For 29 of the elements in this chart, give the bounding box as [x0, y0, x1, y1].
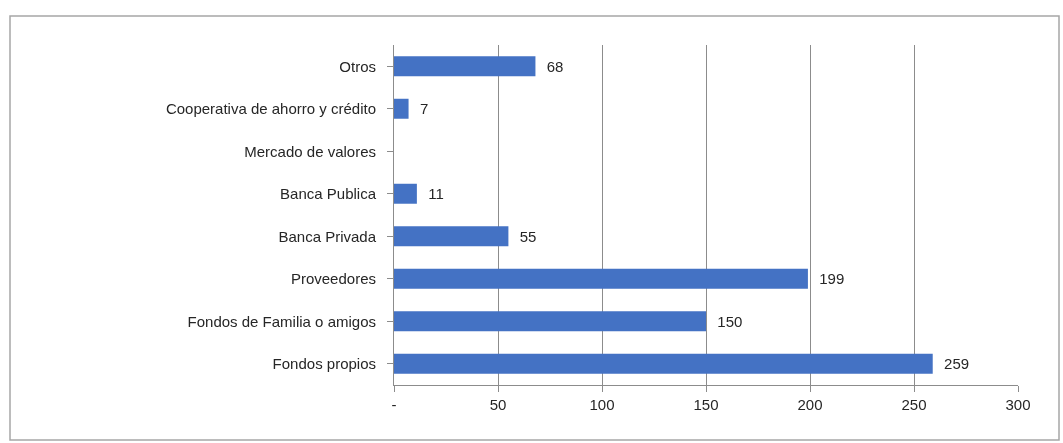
x-tick-label: -	[391, 396, 397, 413]
bar	[394, 353, 933, 374]
y-tick-label: Fondos de Familia o amigos	[187, 312, 376, 330]
bar	[394, 98, 409, 119]
x-tick-label: 150	[693, 396, 719, 413]
data-label: 150	[709, 312, 743, 330]
bar	[394, 268, 808, 289]
data-label: 11	[419, 185, 444, 203]
data-label: 259	[935, 355, 970, 373]
x-tick-label: 200	[797, 396, 823, 413]
data-label: 68	[538, 57, 564, 75]
x-tick-label: 250	[901, 396, 927, 413]
x-tick-label: 100	[589, 396, 615, 413]
data-label: 55	[511, 227, 537, 245]
y-tick-label: Proveedores	[290, 270, 376, 287]
bar	[394, 311, 706, 332]
bar	[394, 56, 536, 77]
bar	[394, 226, 509, 247]
data-label: 199	[810, 270, 845, 288]
y-tick-label: Otros	[339, 57, 376, 75]
x-tick-label: 300	[1005, 396, 1031, 413]
y-tick-label: Cooperativa de ahorro y crédito	[165, 100, 376, 117]
y-tick-label: Mercado de valores	[244, 142, 376, 160]
bar	[394, 183, 417, 204]
y-tick-label: Fondos propios	[272, 355, 376, 372]
y-tick-label: Banca Publica	[280, 185, 377, 202]
x-tick-label: 50	[489, 396, 507, 413]
y-tick-label: Banca Privada	[278, 227, 377, 245]
data-label: 7	[411, 100, 429, 118]
